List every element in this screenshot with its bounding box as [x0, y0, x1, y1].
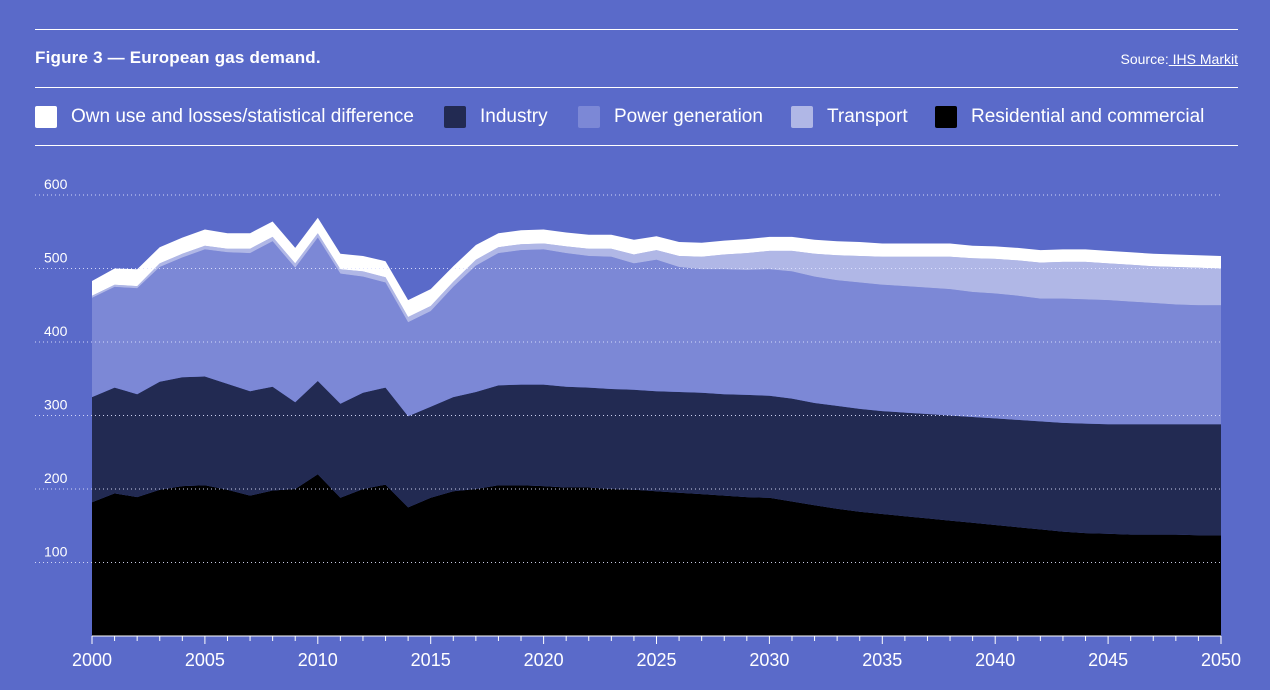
area-transport	[92, 233, 1221, 323]
legend-swatch-own-use	[35, 106, 57, 128]
x-tick-label-2025: 2025	[636, 650, 676, 670]
title-divider	[35, 87, 1238, 88]
legend-item-transport: Transport	[791, 103, 908, 131]
x-tick-label-2045: 2045	[1088, 650, 1128, 670]
y-tick-label-200: 200	[44, 470, 68, 486]
legend-label-own-use: Own use and losses/statistical differenc…	[71, 106, 414, 127]
chart-legend: Own use and losses/statistical differenc…	[35, 103, 1238, 133]
top-rule	[35, 29, 1238, 30]
area-own_use	[92, 217, 1221, 317]
area-industry	[92, 376, 1221, 536]
legend-label-industry: Industry	[480, 106, 548, 127]
legend-swatch-residential	[935, 106, 957, 128]
legend-label-residential: Residential and commercial	[971, 106, 1205, 127]
legend-item-residential: Residential and commercial	[935, 103, 1204, 131]
y-tick-label-500: 500	[44, 250, 68, 266]
y-tick-label-400: 400	[44, 323, 68, 339]
legend-swatch-industry	[444, 106, 466, 128]
title-row: Figure 3 — European gas demand. Source: …	[35, 46, 1238, 72]
area-residential	[92, 474, 1221, 636]
legend-label-power: Power generation	[614, 106, 763, 127]
figure-title: Figure 3 — European gas demand.	[35, 48, 321, 67]
x-tick-label-2050: 2050	[1201, 650, 1241, 670]
x-tick-label-2005: 2005	[185, 650, 225, 670]
x-tick-label-2040: 2040	[975, 650, 1015, 670]
legend-item-power: Power generation	[578, 103, 763, 131]
x-tick-label-2015: 2015	[411, 650, 451, 670]
source-label: Source:	[1120, 51, 1169, 67]
y-tick-label-100: 100	[44, 544, 68, 560]
legend-swatch-power	[578, 106, 600, 128]
legend-item-industry: Industry	[444, 103, 548, 131]
x-tick-label-2030: 2030	[749, 650, 789, 670]
x-tick-label-2000: 2000	[72, 650, 112, 670]
x-tick-label-2020: 2020	[524, 650, 564, 670]
source-credit: Source: IHS Markit	[1121, 51, 1238, 67]
y-tick-label-300: 300	[44, 397, 68, 413]
legend-label-transport: Transport	[827, 106, 908, 127]
x-tick-label-2035: 2035	[862, 650, 902, 670]
legend-divider	[35, 145, 1238, 146]
legend-item-own-use: Own use and losses/statistical differenc…	[35, 103, 414, 131]
source-link[interactable]: IHS Markit	[1168, 51, 1238, 67]
area-power	[92, 237, 1221, 425]
legend-swatch-transport	[791, 106, 813, 128]
x-tick-label-2010: 2010	[298, 650, 338, 670]
y-tick-label-600: 600	[44, 176, 68, 192]
